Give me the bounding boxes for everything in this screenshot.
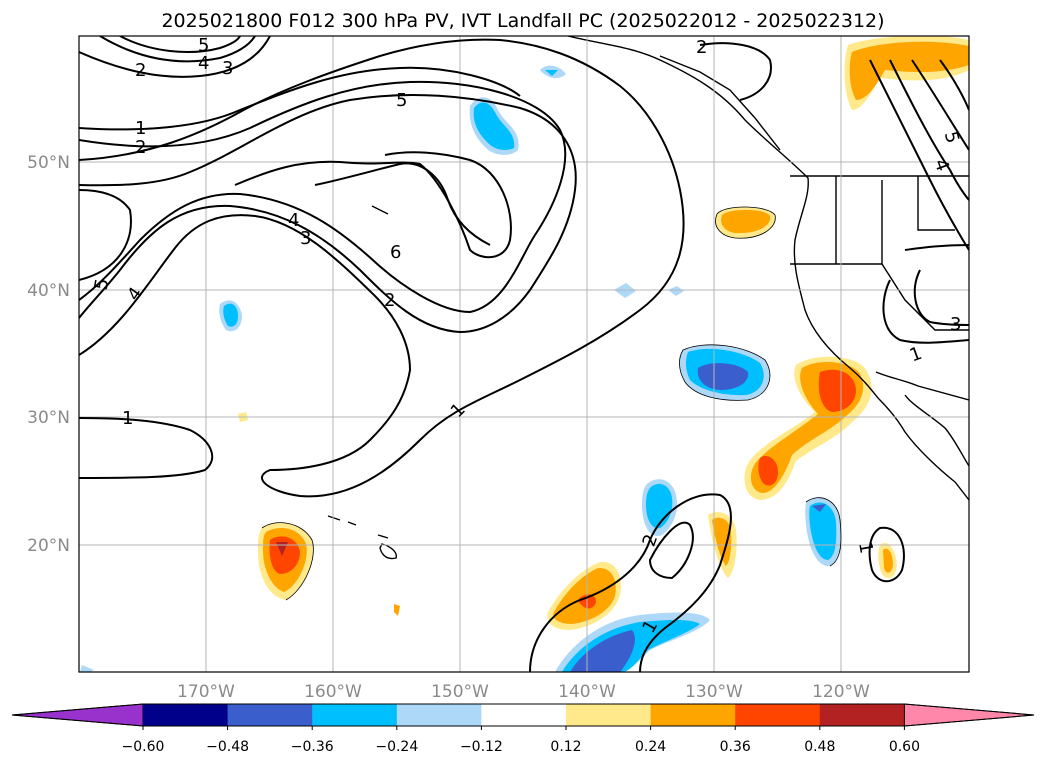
pv-contours — [79, 36, 969, 672]
contour-label: 4 — [198, 53, 209, 74]
map-panel: 5 4 3 2 1 2 5 2 5 4 3 2 4 3 6 2 5 4 1 1 … — [79, 35, 969, 672]
contour-label: 3 — [300, 228, 311, 249]
colorbar-tick-label: 0.48 — [804, 739, 835, 755]
contour-label: 2 — [135, 137, 146, 158]
colorbar-tick-label: 0.24 — [635, 739, 666, 755]
contour-label: 2 — [384, 290, 395, 311]
lat-tick-label: 40°N — [27, 281, 70, 301]
colorbar: −0.60 −0.48 −0.36 −0.24 −0.12 0.12 0.24 0.36 0.4… — [11, 703, 1035, 755]
colorbar-segment — [143, 704, 229, 726]
colorbar-extend-min — [11, 703, 144, 727]
colorbar-tick-label: −0.60 — [122, 739, 165, 755]
contour-label: 3 — [950, 314, 961, 335]
colorbar-segment — [819, 704, 905, 726]
lat-tick-labels: 50°N 40°N 30°N 20°N — [27, 153, 70, 556]
lon-tick-label: 120°W — [812, 682, 870, 702]
contour-label: 4 — [288, 210, 299, 231]
colorbar-segment — [735, 704, 821, 726]
map-frame — [78, 35, 970, 673]
lon-tick-label: 170°W — [177, 682, 235, 702]
contour-label: 5 — [396, 90, 407, 111]
contour-label: 1 — [122, 408, 133, 429]
contour-label: 6 — [390, 242, 401, 263]
lon-tick-label: 130°W — [685, 682, 743, 702]
ivt-shading — [80, 36, 969, 672]
contour-label: 1 — [854, 540, 877, 555]
lat-tick-label: 50°N — [27, 153, 70, 173]
colorbar-segment — [396, 704, 482, 726]
colorbar-tick-label: 0.36 — [720, 739, 751, 755]
contour-label: 2 — [135, 60, 146, 81]
colorbar-tick-label: −0.48 — [206, 739, 249, 755]
lon-tick-label: 140°W — [558, 682, 616, 702]
contour-label: 5 — [198, 35, 209, 56]
colorbar-segment — [650, 704, 736, 726]
colorbar-tick-label: −0.12 — [460, 739, 503, 755]
colorbar-segment — [227, 704, 313, 726]
colorbar-tick-label: 0.12 — [550, 739, 581, 755]
colorbar-segment — [566, 704, 652, 726]
lon-tick-label: 150°W — [431, 682, 489, 702]
contour-label: 5 — [940, 129, 963, 145]
colorbar-segment — [312, 704, 398, 726]
contour-label: 1 — [135, 118, 146, 139]
colorbar-tick-label: −0.36 — [291, 739, 334, 755]
lon-tick-labels: 170°W 160°W 150°W 140°W 130°W 120°W — [177, 682, 870, 702]
colorbar-tick-label: 0.60 — [889, 739, 920, 755]
pv-thin-contours — [261, 206, 842, 601]
contour-label: 5 — [91, 277, 114, 292]
figure-title: 2025021800 F012 300 hPa PV, IVT Landfall… — [161, 10, 884, 32]
colorbar-segment — [481, 704, 567, 726]
contour-label: 2 — [696, 37, 707, 58]
coastlines — [327, 36, 969, 560]
lat-tick-label: 30°N — [27, 408, 70, 428]
contour-label: 3 — [222, 58, 233, 79]
colorbar-extend-max — [903, 703, 1035, 727]
lon-tick-label: 160°W — [304, 682, 362, 702]
lat-tick-label: 20°N — [27, 536, 70, 556]
colorbar-tick-label: −0.24 — [375, 739, 418, 755]
